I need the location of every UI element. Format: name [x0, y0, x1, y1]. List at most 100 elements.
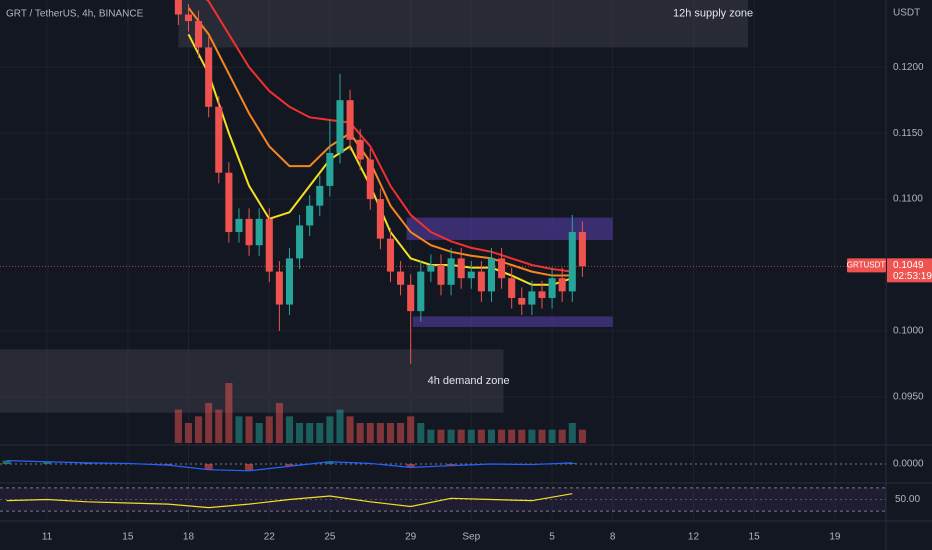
- price-label-bg: [887, 258, 932, 283]
- candle-body: [366, 159, 374, 200]
- x-tick-label: 15: [749, 532, 761, 543]
- volume-bar: [326, 416, 334, 443]
- zone-label: 4h demand zone: [428, 375, 510, 387]
- candle-body: [498, 258, 506, 279]
- volume-bar: [467, 429, 475, 443]
- volume-bar: [245, 416, 253, 443]
- volume-bar: [174, 409, 182, 443]
- candle-body: [215, 106, 223, 173]
- candle-body: [477, 271, 485, 292]
- x-tick-label: 8: [610, 532, 616, 543]
- candle-body: [255, 218, 263, 246]
- macd-histogram: [406, 464, 415, 468]
- candle-body: [336, 100, 344, 153]
- candle-body: [457, 258, 465, 279]
- candle-body: [518, 297, 526, 305]
- volume-bar: [407, 416, 415, 443]
- zone-label: 12h supply zone: [673, 8, 753, 20]
- y-tick-label: 0.0000: [893, 459, 924, 470]
- x-tick-label: Sep: [462, 532, 480, 543]
- candle-body: [538, 291, 546, 298]
- volume-bar: [336, 409, 344, 443]
- volume-bar: [498, 429, 506, 443]
- volume-bar: [356, 423, 364, 443]
- y-tick-label: 0.1000: [893, 326, 924, 337]
- candle-body: [376, 199, 384, 239]
- volume-bar: [316, 423, 324, 443]
- volume-bar: [437, 429, 445, 443]
- macd-histogram: [447, 464, 456, 466]
- volume-bar: [376, 423, 384, 443]
- chart-title: GRT / TetherUS, 4h, BINANCE: [6, 9, 144, 20]
- ma-line: [187, 7, 573, 277]
- ma-line: [205, 0, 573, 273]
- macd-histogram: [325, 461, 334, 464]
- x-tick-label: 25: [324, 532, 336, 543]
- volume-bar: [477, 429, 485, 443]
- x-tick-label: 12: [688, 532, 700, 543]
- volume-bar: [195, 416, 203, 443]
- candle-body: [316, 185, 324, 206]
- candle-body: [235, 218, 243, 233]
- volume-bar: [447, 429, 455, 443]
- x-tick-label: 5: [549, 532, 555, 543]
- candle-body: [195, 21, 203, 48]
- candle-body: [407, 284, 415, 312]
- volume-bar: [306, 423, 314, 443]
- volume-bar: [528, 429, 536, 443]
- zone: [178, 0, 749, 48]
- y-tick-label: 50.00: [895, 494, 920, 505]
- volume-bar: [215, 409, 223, 443]
- macd-histogram: [245, 464, 254, 471]
- candle-body: [275, 271, 283, 305]
- y-tick-label: 0.1150: [893, 128, 923, 139]
- volume-bar: [568, 423, 576, 443]
- volume-bar: [265, 416, 273, 443]
- candle-body: [184, 14, 193, 22]
- volume-bar: [346, 416, 354, 443]
- candle-body: [397, 271, 405, 285]
- volume-bar: [366, 423, 374, 443]
- volume-bar: [417, 423, 425, 443]
- candle-body: [265, 218, 273, 272]
- candle-body: [427, 265, 435, 272]
- zone: [406, 217, 613, 240]
- volume-bar: [235, 416, 243, 443]
- macd-line: [6, 460, 573, 472]
- candle-body: [386, 238, 395, 272]
- candle-body: [568, 232, 576, 292]
- macd-histogram: [43, 461, 52, 464]
- candle-body: [306, 205, 314, 226]
- y-tick-label: 0.1100: [893, 194, 923, 205]
- volume-bar: [538, 429, 546, 443]
- volume-bar: [508, 429, 516, 443]
- volume-bar: [275, 403, 283, 443]
- candle-body: [447, 258, 455, 285]
- volume-bar: [205, 403, 213, 443]
- zone: [0, 349, 504, 413]
- volume-bar: [225, 383, 233, 443]
- volume-bar: [518, 429, 526, 443]
- candle-body: [296, 225, 304, 259]
- candle-body: [578, 232, 586, 267]
- volume-bar: [255, 423, 263, 443]
- last-price: 0.1049: [893, 260, 924, 271]
- volume-bar: [558, 429, 566, 443]
- candle-body: [467, 271, 475, 279]
- y-tick-label: 0.1200: [893, 62, 924, 73]
- x-tick-label: 22: [264, 532, 276, 543]
- volume-bar: [578, 429, 586, 443]
- volume-bar: [296, 423, 304, 443]
- volume-bar: [548, 429, 556, 443]
- candle-body: [356, 139, 364, 160]
- macd-histogram: [2, 460, 11, 464]
- y-tick-label: 0.0950: [893, 391, 924, 402]
- volume-bar: [487, 429, 496, 443]
- candle-body: [174, 0, 182, 15]
- volume-bar: [184, 423, 193, 443]
- volume-bar: [397, 423, 405, 443]
- candle-body: [245, 218, 253, 246]
- volume-bar: [386, 423, 395, 443]
